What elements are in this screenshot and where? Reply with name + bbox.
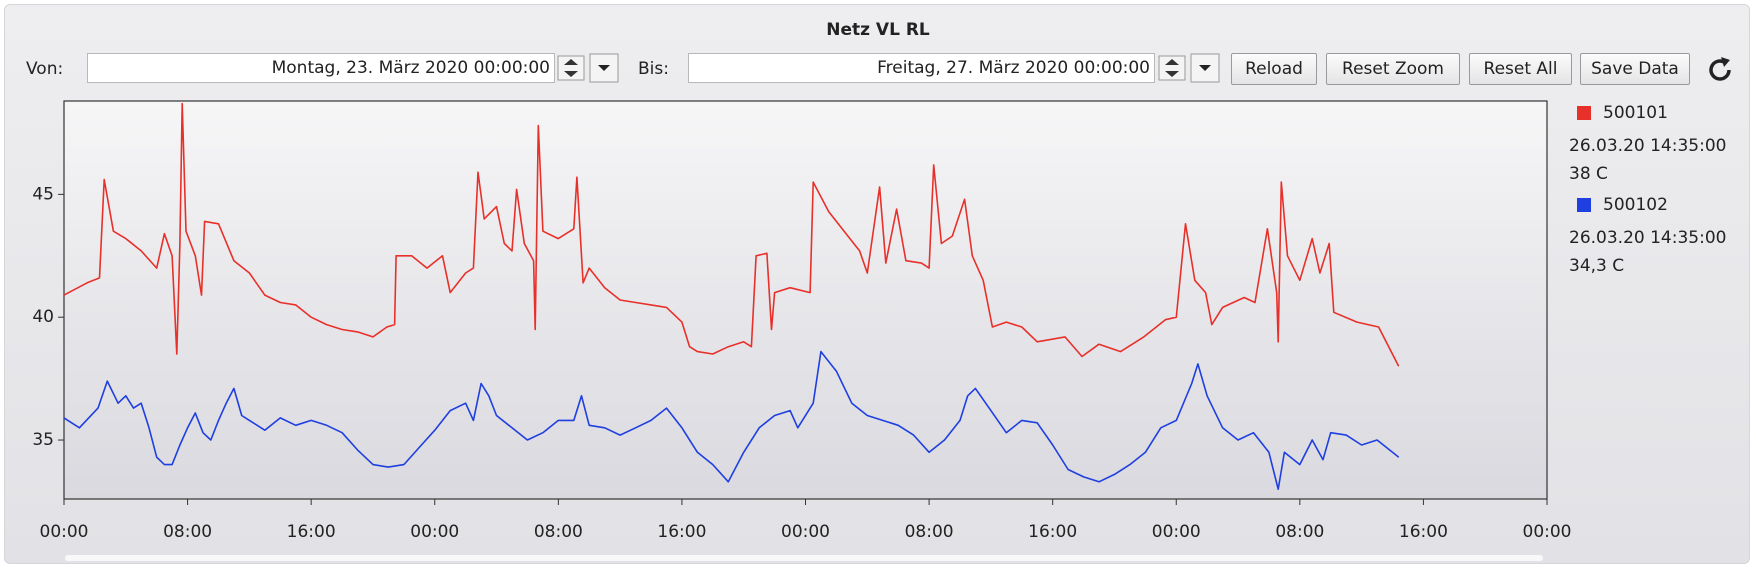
series-line bbox=[63, 350, 1400, 490]
x-tick-label: 16:00 bbox=[287, 522, 336, 542]
y-tick-label: 35 bbox=[32, 430, 54, 450]
plot-area bbox=[63, 100, 1548, 500]
legend-swatch bbox=[1577, 106, 1591, 120]
from-dropdown[interactable] bbox=[589, 53, 619, 83]
x-tick-label: 08:00 bbox=[163, 522, 212, 542]
y-tick-label: 45 bbox=[32, 184, 54, 204]
series-line bbox=[63, 102, 1400, 367]
x-tick-label: 00:00 bbox=[410, 522, 459, 542]
legend-value: 34,3 C bbox=[1569, 256, 1624, 276]
x-tick-label: 08:00 bbox=[534, 522, 583, 542]
legend-swatch bbox=[1577, 198, 1591, 212]
from-date-field[interactable]: Montag, 23. März 2020 00:00:00 bbox=[87, 53, 555, 83]
x-tick-label: 00:00 bbox=[1523, 522, 1572, 542]
save-data-button[interactable]: Save Data bbox=[1580, 53, 1690, 85]
legend-value: 38 C bbox=[1569, 164, 1608, 184]
refresh-icon[interactable] bbox=[1704, 54, 1736, 86]
x-tick-label: 16:00 bbox=[657, 522, 706, 542]
to-date-field[interactable]: Freitag, 27. März 2020 00:00:00 bbox=[688, 53, 1155, 83]
x-tick-label: 00:00 bbox=[40, 522, 89, 542]
from-spinner[interactable] bbox=[557, 53, 585, 83]
x-tick-label: 16:00 bbox=[1399, 522, 1448, 542]
legend-time: 26.03.20 14:35:00 bbox=[1569, 136, 1726, 156]
x-tick-label: 08:00 bbox=[905, 522, 954, 542]
reload-button[interactable]: Reload bbox=[1231, 53, 1317, 85]
to-dropdown[interactable] bbox=[1190, 53, 1220, 83]
x-tick-label: 00:00 bbox=[1152, 522, 1201, 542]
to-spinner[interactable] bbox=[1158, 53, 1186, 83]
chart-title: Netz VL RL bbox=[826, 20, 930, 40]
y-tick-label: 40 bbox=[32, 307, 54, 327]
legend-time: 26.03.20 14:35:00 bbox=[1569, 228, 1726, 248]
reset-zoom-button[interactable]: Reset Zoom bbox=[1326, 53, 1460, 85]
x-tick-label: 00:00 bbox=[781, 522, 830, 542]
to-label: Bis: bbox=[638, 59, 669, 79]
x-tick-label: 16:00 bbox=[1028, 522, 1077, 542]
from-label: Von: bbox=[26, 59, 64, 79]
x-tick-label: 08:00 bbox=[1275, 522, 1324, 542]
legend-label: 500102 bbox=[1603, 195, 1668, 215]
legend-label: 500101 bbox=[1603, 103, 1668, 123]
reset-all-button[interactable]: Reset All bbox=[1469, 53, 1572, 85]
